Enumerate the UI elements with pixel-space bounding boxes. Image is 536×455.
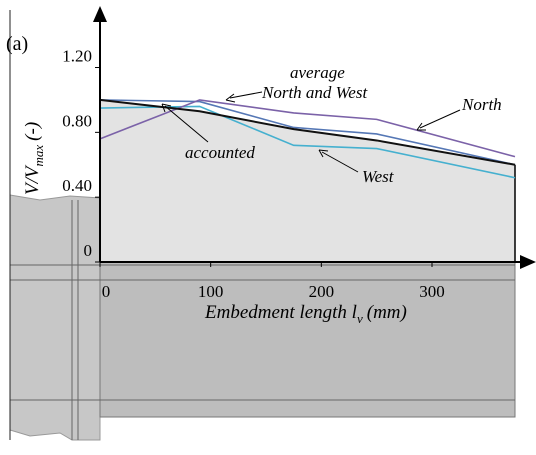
pointer — [225, 91, 263, 103]
annotation: North and West — [261, 83, 368, 102]
x-label-unit: (mm) — [367, 302, 407, 323]
pointers — [161, 91, 461, 173]
y-tick-label: 0.40 — [62, 176, 92, 195]
pointer — [161, 103, 209, 143]
x-tick-label: 100 — [198, 282, 224, 301]
x-tick-label: 300 — [419, 282, 445, 301]
annotation: average — [290, 63, 345, 82]
plot — [99, 98, 516, 263]
annotation: North — [461, 95, 502, 114]
pointer — [416, 109, 461, 131]
y-tick-label: 0 — [84, 241, 93, 260]
schematic — [9, 10, 516, 441]
x-label-main: Embedment length l — [204, 302, 357, 323]
beam — [99, 261, 516, 418]
column — [9, 194, 101, 441]
pointer — [318, 149, 359, 173]
x-arrow — [520, 255, 536, 269]
x-tick-label: 200 — [309, 282, 335, 301]
x-label: Embedment length lv (mm) — [204, 302, 407, 326]
area — [100, 99, 515, 263]
panel-label: (a) — [6, 33, 28, 55]
y-tick-label: 0.80 — [62, 111, 92, 130]
x-tick-label: 0 — [102, 282, 111, 301]
y-label-sub: max — [31, 145, 46, 167]
annotation: West — [362, 167, 395, 186]
annotation: accounted — [185, 143, 255, 162]
y-label-unit: (-) — [22, 122, 43, 141]
x-label-sub: v — [357, 311, 363, 326]
y-label-main: V/V — [22, 164, 43, 195]
series-line — [99, 99, 516, 166]
series-line — [99, 99, 516, 158]
y-label: V/Vmax (-) — [22, 122, 46, 195]
y-tick-label: 1.20 — [62, 47, 92, 66]
y-arrow — [93, 6, 107, 22]
